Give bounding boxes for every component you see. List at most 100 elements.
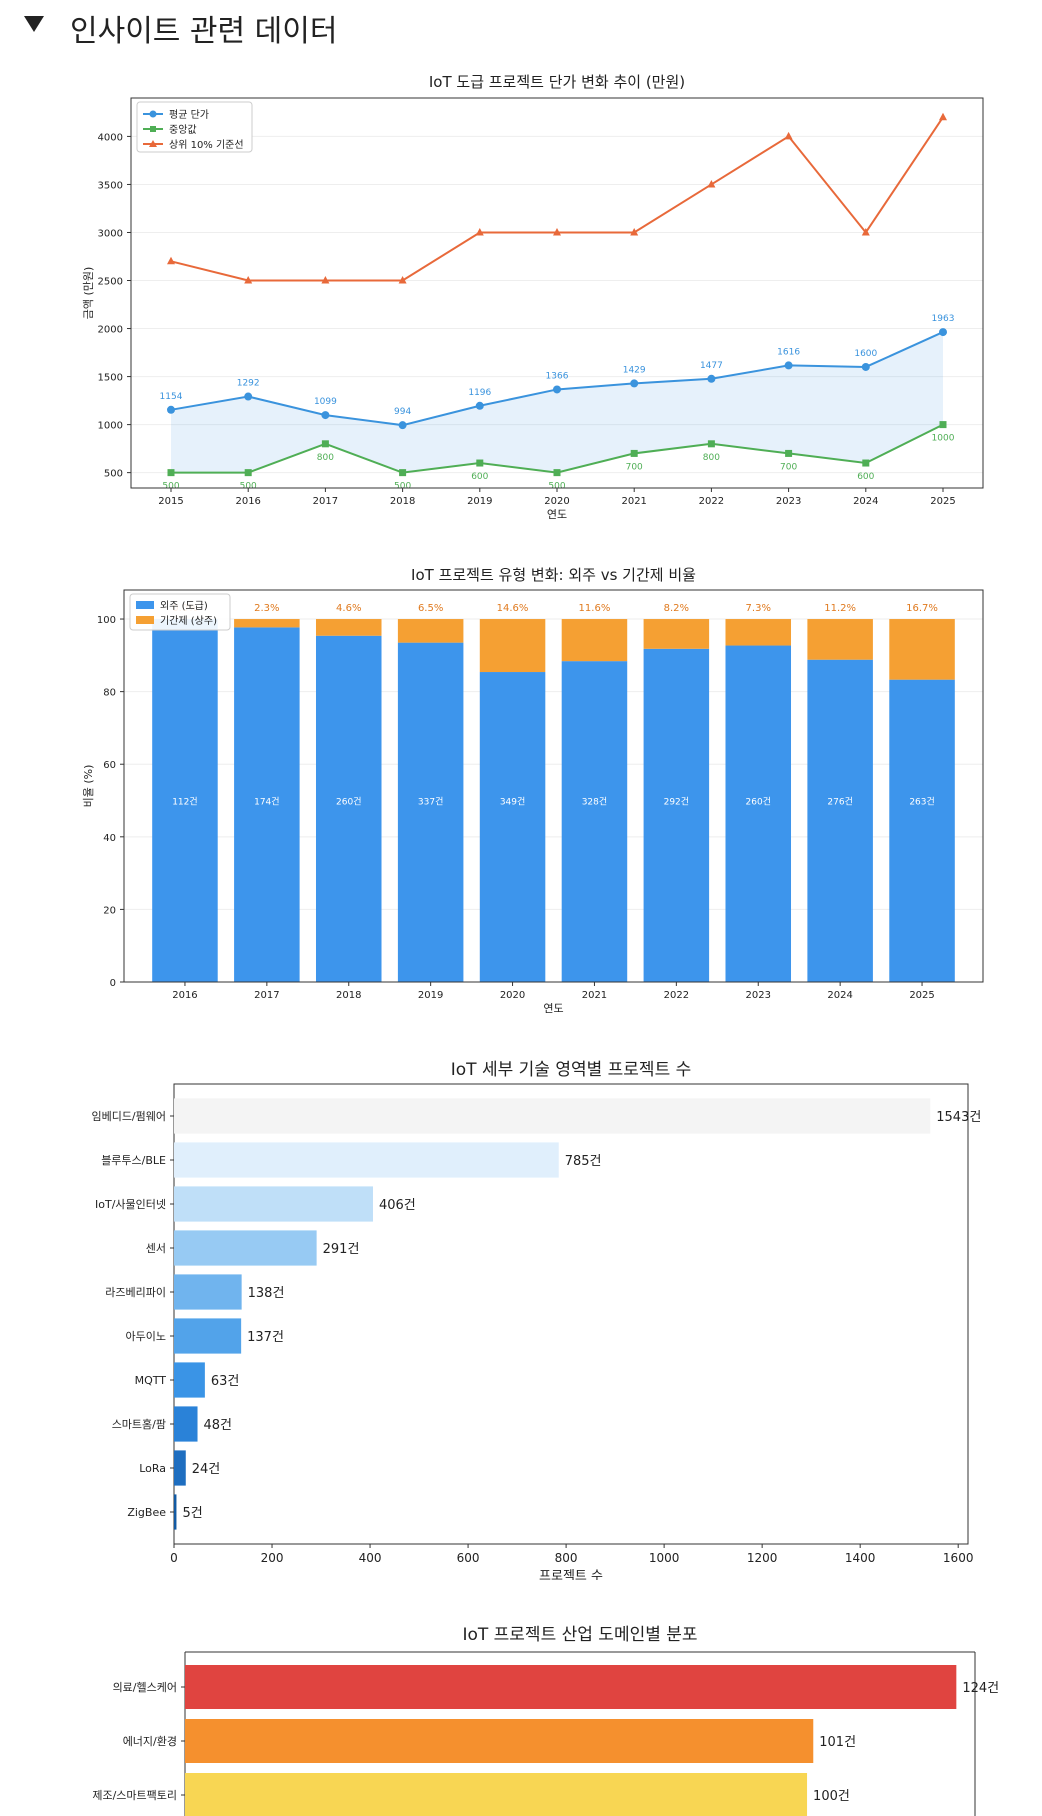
bar-percent-label: 8.2% [664, 603, 689, 614]
bar-percent-label: 7.3% [746, 603, 771, 614]
data-point [244, 392, 253, 401]
y-tick-label: 센서 [146, 1242, 166, 1255]
x-tick-label: 2019 [418, 990, 443, 1001]
x-tick-label: 2025 [909, 990, 934, 1001]
plot-frame [123, 589, 984, 983]
bar-count-label: 328건 [582, 797, 607, 808]
bar-outsourced [479, 672, 546, 982]
price-trend-line-chart: IoT 도급 프로젝트 단가 변화 추이 (만원) 500 1000 1500 2000… [82, 73, 984, 521]
bar-outsourced [315, 635, 382, 982]
y-tick-label: MQTT [135, 1374, 167, 1387]
bar-contract [397, 619, 464, 643]
y-tick-label: 80 [103, 688, 116, 699]
x-axis-label: 연도 [547, 508, 567, 521]
bar-count-label: 174건 [254, 797, 279, 808]
x-tick-label: 2024 [853, 496, 878, 507]
bar-value-label: 138건 [248, 1286, 285, 1301]
bar [174, 1494, 177, 1530]
bar-value-label: 48건 [204, 1418, 233, 1433]
x-tick-label: 2023 [776, 496, 801, 507]
y-tick-label: 100 [97, 615, 116, 626]
bar-contract [561, 619, 628, 662]
project-type-stacked-bar-chart: IoT 프로젝트 유형 변화: 외주 vs 기간제 비율 0 20 40 60 80 100… [82, 566, 984, 1015]
legend-label: 평균 단가 [169, 109, 209, 121]
bar-count-label: 276건 [827, 797, 852, 808]
bar-contract [725, 619, 792, 646]
bar-value-label: 1543건 [936, 1110, 981, 1125]
data-point [630, 379, 639, 388]
legend-swatch [136, 616, 154, 624]
y-tick-label: ZigBee [127, 1506, 166, 1519]
data-point [321, 411, 330, 420]
legend-swatch [136, 601, 154, 609]
data-point [167, 469, 175, 477]
y-tick-label: 2500 [98, 277, 123, 288]
bar-contract [807, 619, 873, 660]
y-tick-label: 아두이노 [126, 1330, 166, 1343]
data-point [553, 385, 561, 394]
x-tick-label: 2022 [664, 990, 689, 1001]
bar-contract [479, 619, 546, 673]
x-tick-label: 2016 [172, 990, 197, 1001]
bar [174, 1406, 198, 1442]
y-tick-label: 에너지/환경 [123, 1735, 177, 1748]
data-label: 1366 [546, 371, 569, 381]
x-tick-label: 2020 [500, 990, 525, 1001]
x-tick-label: 2017 [254, 990, 279, 1001]
avg-median-band [171, 332, 943, 473]
x-tick-label: 600 [457, 1551, 480, 1565]
data-label: 500 [548, 482, 565, 492]
bar [185, 1773, 808, 1816]
bar-value-label: 137건 [247, 1330, 284, 1345]
data-point [399, 469, 407, 477]
tech-area-horizontal-bar-chart: IoT 세부 기술 영역별 프로젝트 수 1543건 임베디드/펌웨어 785건 블루투… [91, 1060, 981, 1580]
data-point [553, 469, 561, 477]
y-tick-label: 40 [103, 833, 116, 844]
x-tick-label: 2025 [930, 496, 955, 507]
x-tick-label: 1400 [845, 1551, 876, 1565]
bar-value-label: 63건 [211, 1374, 240, 1389]
data-point [475, 401, 484, 410]
data-label: 1477 [700, 361, 723, 371]
x-tick-label: 2017 [313, 496, 338, 507]
bar-count-label: 292건 [664, 797, 689, 808]
y-tick-label: 임베디드/펌웨어 [91, 1110, 166, 1123]
y-tick-label: 스마트홈/팜 [112, 1417, 166, 1431]
x-tick-label: 1000 [649, 1551, 680, 1565]
bar-value-label: 24건 [192, 1462, 221, 1477]
bar-outsourced [643, 648, 710, 982]
bar-value-label: 101건 [819, 1735, 856, 1750]
y-tick-label: 제조/스마트팩토리 [92, 1789, 177, 1802]
industry-domain-horizontal-bar-chart: IoT 프로젝트 산업 도메인별 분포 124건 의료/헬스케어 101건 에너지/환경… [92, 1625, 999, 1816]
y-tick-label: 1000 [98, 421, 123, 432]
data-label: 1154 [160, 392, 183, 402]
y-tick-label: 500 [104, 469, 123, 480]
data-point [398, 276, 407, 284]
x-tick-label: 2023 [746, 990, 771, 1001]
bar-count-label: 337건 [418, 797, 443, 808]
plot-area [131, 98, 983, 488]
data-label: 600 [857, 472, 874, 482]
bar-contract [643, 619, 710, 649]
bar-value-label: 406건 [379, 1198, 416, 1213]
data-point [553, 227, 561, 236]
data-point [630, 449, 638, 457]
y-tick-label: 4000 [98, 132, 123, 143]
x-tick-label: 200 [261, 1551, 284, 1565]
data-point [707, 440, 715, 448]
bar-count-label: 260건 [336, 797, 361, 808]
legend-marker [149, 140, 157, 147]
legend-label: 기간제 (상주) [160, 615, 217, 627]
bar [174, 1142, 559, 1178]
bar-count-label: 349건 [500, 797, 525, 808]
data-label: 700 [780, 462, 797, 472]
collapse-triangle-icon[interactable] [24, 16, 44, 32]
bar-outsourced [889, 679, 955, 982]
data-label: 1429 [623, 365, 646, 375]
bar-value-label: 5건 [182, 1506, 202, 1521]
data-point [784, 361, 793, 370]
data-label: 1099 [314, 397, 337, 407]
data-label: 800 [703, 453, 720, 463]
y-tick-label: 1500 [98, 373, 123, 384]
y-tick-label: IoT/사물인터넷 [95, 1198, 166, 1211]
